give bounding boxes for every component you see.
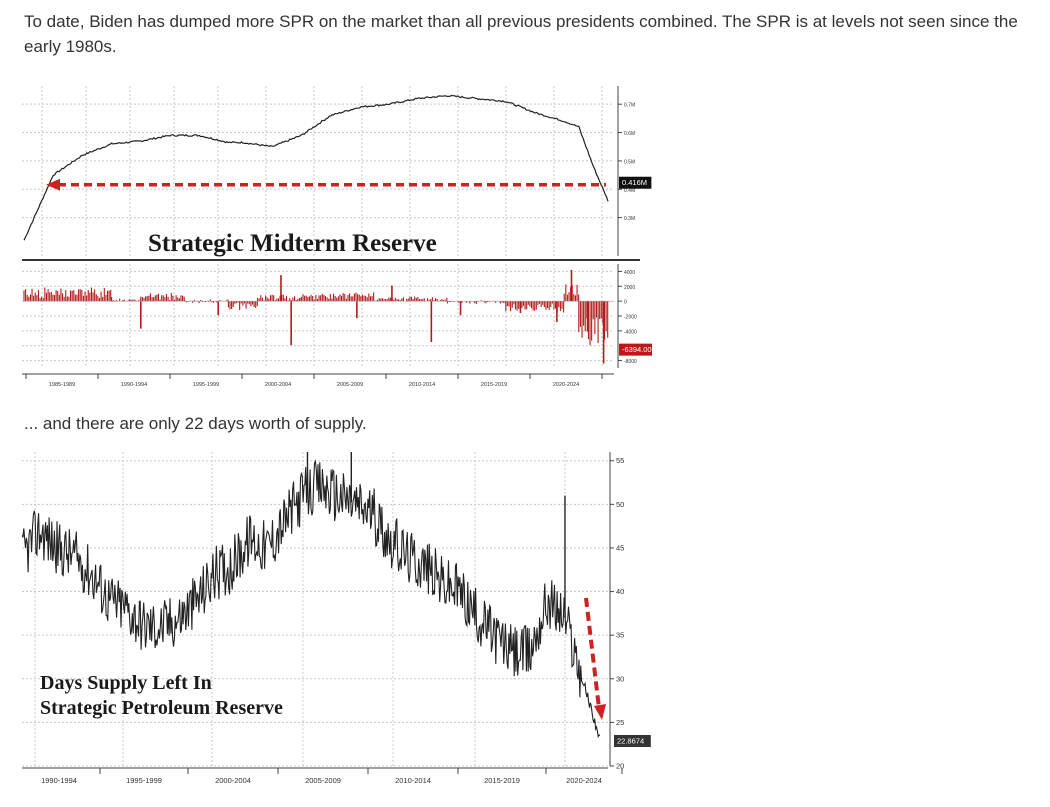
dashed-arrow-line — [584, 597, 601, 709]
y-tick-label: 0.3M — [624, 216, 635, 222]
y-tick-label: 0 — [624, 300, 627, 306]
arrow-head — [594, 704, 606, 720]
x-tick-label: 1990-1994 — [41, 776, 77, 785]
y-tick-label: 30 — [616, 674, 624, 683]
y-tick-label: 55 — [616, 456, 624, 465]
x-tick-label: 1985-1989 — [49, 382, 75, 388]
current-change-tag: -6394.00 — [622, 345, 652, 354]
y-tick-label: 0.7M — [624, 103, 635, 109]
x-tick-label: 2020-2024 — [566, 776, 602, 785]
y-tick-label: -8000 — [624, 359, 637, 365]
x-tick-label: 2015-2019 — [481, 382, 507, 388]
y-tick-label: 0.5M — [624, 159, 635, 165]
days-supply-figure: 55 50 45 40 35 30 25 20 22.8674 Days Supply Left … — [17, 448, 652, 792]
y-tick-label: 0.4M — [624, 188, 635, 194]
y-tick-label: -4000 — [624, 329, 637, 335]
x-tick-label: 2015-2019 — [484, 776, 520, 785]
x-tick-label: 1990-1994 — [121, 382, 147, 388]
spr-level-series-line — [23, 94, 609, 241]
spr-level-chart: 0.7M 0.6M 0.5M 0.4M 0.3M 0.416M Strategic Midt… — [22, 86, 661, 388]
x-tick-label: 2000-2004 — [265, 382, 291, 388]
y-tick-label: 2000 — [624, 285, 635, 291]
y-tick-label: 0.6M — [624, 131, 635, 137]
chart-title-line-1: Days Supply Left In — [40, 672, 212, 694]
y-tick-label: 20 — [616, 762, 624, 771]
current-change-tag-bg — [619, 343, 661, 356]
x-tick-label: 2000-2004 — [215, 776, 251, 785]
x-tick-label: 2005-2009 — [305, 776, 341, 785]
paragraph-intro: To date, Biden has dumped more SPR on th… — [24, 12, 1018, 56]
y-tick-label: 4000 — [624, 270, 635, 276]
y-tick-label: 25 — [616, 718, 624, 727]
current-value-tag-bg — [619, 176, 652, 189]
x-tick-label: 2020-2024 — [553, 382, 579, 388]
chart-title-line-2: Strategic Petroleum Reserve — [40, 697, 283, 719]
chart-title: Strategic Midterm Reserve — [148, 230, 437, 257]
arrow-head — [46, 178, 60, 191]
y-tick-label: 50 — [616, 500, 624, 509]
y-tick-label: -2000 — [624, 315, 637, 321]
current-value-tag: 0.416M — [622, 178, 647, 187]
x-tick-label: 2005-2009 — [337, 382, 363, 388]
current-value-tag-bg — [614, 734, 651, 747]
x-tick-label: 1995-1999 — [126, 776, 162, 785]
spr-level-figure: 0.7M 0.6M 0.5M 0.4M 0.3M 0.416M Strategic Midt… — [22, 76, 661, 394]
y-tick-label: 35 — [616, 631, 624, 640]
y-tick-label: 40 — [616, 587, 624, 596]
days-supply-series-line — [21, 459, 601, 739]
x-tick-label: 2010-2014 — [395, 776, 431, 785]
paragraph-days-supply: ... and there are only 22 days worth of … — [24, 414, 367, 433]
y-tick-label: 45 — [616, 543, 624, 552]
current-value-tag: 22.8674 — [617, 736, 644, 745]
x-tick-label: 2010-2014 — [409, 382, 435, 388]
x-tick-label: 1995-1999 — [193, 382, 219, 388]
days-supply-chart: 55 50 45 40 35 30 25 20 22.8674 Days Supply Left … — [17, 452, 651, 785]
